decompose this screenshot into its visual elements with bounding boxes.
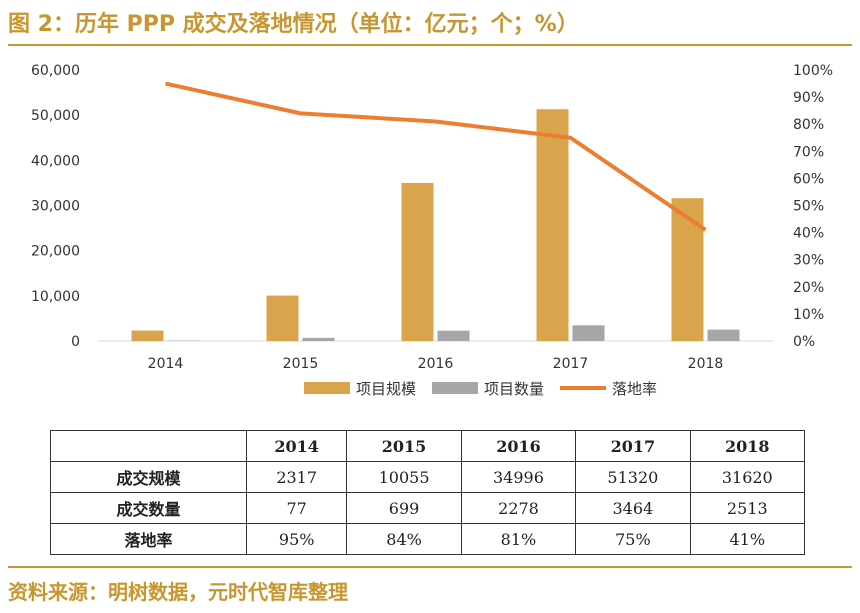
bar-project-scale (536, 109, 569, 341)
table-header-year: 2015 (346, 430, 462, 462)
bar-project-scale (671, 198, 704, 341)
table-header-year: 2017 (575, 430, 691, 462)
x-axis-tick-label: 2018 (688, 356, 724, 372)
left-axis-tick-label: 20,000 (31, 244, 80, 260)
line-landing-rate (165, 81, 707, 232)
table-cell: 3464 (575, 492, 691, 524)
right-axis-tick-label: 40% (793, 226, 824, 242)
table-header-year: 2018 (689, 430, 806, 462)
title-divider (8, 44, 852, 46)
bar-project-scale (401, 182, 434, 341)
right-axis-tick-label: 90% (793, 90, 824, 106)
table-corner-cell (50, 430, 247, 462)
data-table: 2014 2015 2016 2017 2018 成交规模 2317 10055… (50, 430, 806, 555)
left-axis-tick-label: 50,000 (31, 108, 80, 124)
table-header-year: 2016 (460, 430, 577, 462)
right-axis-tick-label: 80% (793, 117, 824, 133)
right-axis-tick-label: 20% (793, 280, 824, 296)
table-cell: 41% (689, 523, 806, 555)
table-cell: 2317 (245, 461, 348, 493)
x-axis-tick-label: 2014 (148, 356, 184, 372)
table-cell: 34996 (460, 461, 577, 493)
table-cell: 95% (245, 523, 348, 555)
table-header-row: 2014 2015 2016 2017 2018 (50, 430, 806, 462)
bar-project-scale (266, 295, 299, 341)
x-axis-tick-label: 2015 (283, 356, 319, 372)
source-note: 资料来源：明树数据，元时代智库整理 (8, 580, 348, 604)
left-axis-tick-label: 10,000 (31, 289, 80, 305)
x-axis-tick-label: 2016 (418, 356, 454, 372)
right-axis-tick-label: 30% (793, 253, 824, 269)
left-axis-tick-label: 30,000 (31, 199, 80, 215)
bar-project-scale (131, 330, 164, 341)
combo-chart: 0 10,000 20,000 30,000 40,000 50,000 60,000 0% 1… (31, 63, 833, 398)
table-cell: 31620 (689, 461, 806, 493)
legend-label: 项目规模 (356, 380, 416, 398)
right-axis-tick-label: 10% (793, 307, 824, 323)
table-row: 落地率 95% 84% 81% 75% 41% (50, 523, 806, 555)
table-row: 成交数量 77 699 2278 3464 2513 (50, 492, 806, 524)
table-cell: 699 (346, 492, 462, 524)
source-divider (8, 566, 852, 568)
table-cell: 81% (460, 523, 577, 555)
table-row: 成交规模 2317 10055 34996 51320 31620 (50, 461, 806, 493)
legend-label: 项目数量 (484, 380, 544, 398)
legend-label: 落地率 (612, 380, 657, 398)
left-axis-tick-label: 40,000 (31, 153, 80, 169)
bar-project-count (572, 325, 605, 341)
right-axis-tick-label: 100% (793, 63, 833, 79)
right-axis-tick-label: 60% (793, 171, 824, 187)
legend-swatch (304, 382, 350, 394)
row-label: 成交规模 (50, 461, 247, 493)
table-cell: 2513 (689, 492, 806, 524)
table-cell: 84% (346, 523, 462, 555)
left-axis-tick-label: 0 (71, 334, 80, 350)
x-axis-tick-label: 2017 (553, 356, 589, 372)
table-cell: 77 (245, 492, 348, 524)
left-axis-tick-label: 60,000 (31, 63, 80, 79)
row-label: 成交数量 (50, 492, 247, 524)
bar-project-count (437, 330, 470, 341)
table-header-year: 2014 (245, 430, 348, 462)
bar-project-count (707, 329, 740, 341)
bar-project-count (302, 337, 335, 341)
right-axis-tick-label: 70% (793, 144, 824, 160)
table-cell: 2278 (460, 492, 577, 524)
table-cell: 51320 (575, 461, 691, 493)
right-axis-tick-label: 50% (793, 199, 824, 215)
table-cell: 75% (575, 523, 691, 555)
table-cell: 10055 (346, 461, 462, 493)
row-label: 落地率 (50, 523, 247, 555)
right-axis-tick-label: 0% (793, 334, 815, 350)
figure-title: 图 2：历年 PPP 成交及落地情况（单位：亿元；个；%） (8, 12, 579, 37)
legend-swatch (432, 382, 478, 394)
